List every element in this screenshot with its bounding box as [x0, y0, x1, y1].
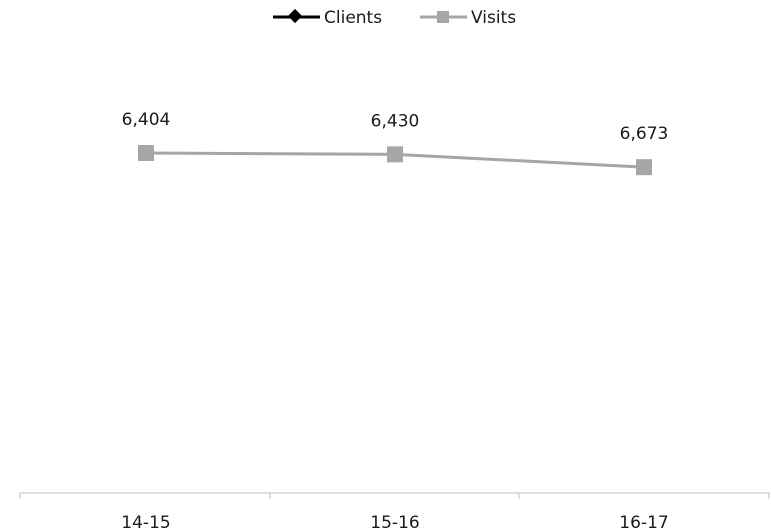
- legend: Clients Visits: [273, 8, 516, 28]
- data-point: [636, 159, 652, 176]
- legend-label-visits: Visits: [471, 8, 516, 28]
- legend-item-clients: Clients: [273, 8, 382, 28]
- data-point: [387, 146, 403, 163]
- x-axis: 14-15 15-16 16-17: [19, 492, 770, 532]
- x-tick-label: 16-17: [619, 513, 668, 532]
- legend-item-visits: Visits: [420, 8, 516, 28]
- legend-diamond-marker: [287, 8, 303, 24]
- x-tick-label: 14-15: [121, 513, 170, 532]
- data-point: [138, 145, 154, 161]
- series-visits: 6,404 6,430 6,673: [122, 110, 669, 176]
- legend-label-clients: Clients: [324, 8, 382, 28]
- data-label: 6,430: [371, 111, 420, 131]
- data-label: 6,404: [122, 110, 171, 130]
- data-label: 6,673: [620, 124, 669, 144]
- x-tick-label: 15-16: [370, 513, 419, 532]
- legend-square-marker: [437, 11, 449, 23]
